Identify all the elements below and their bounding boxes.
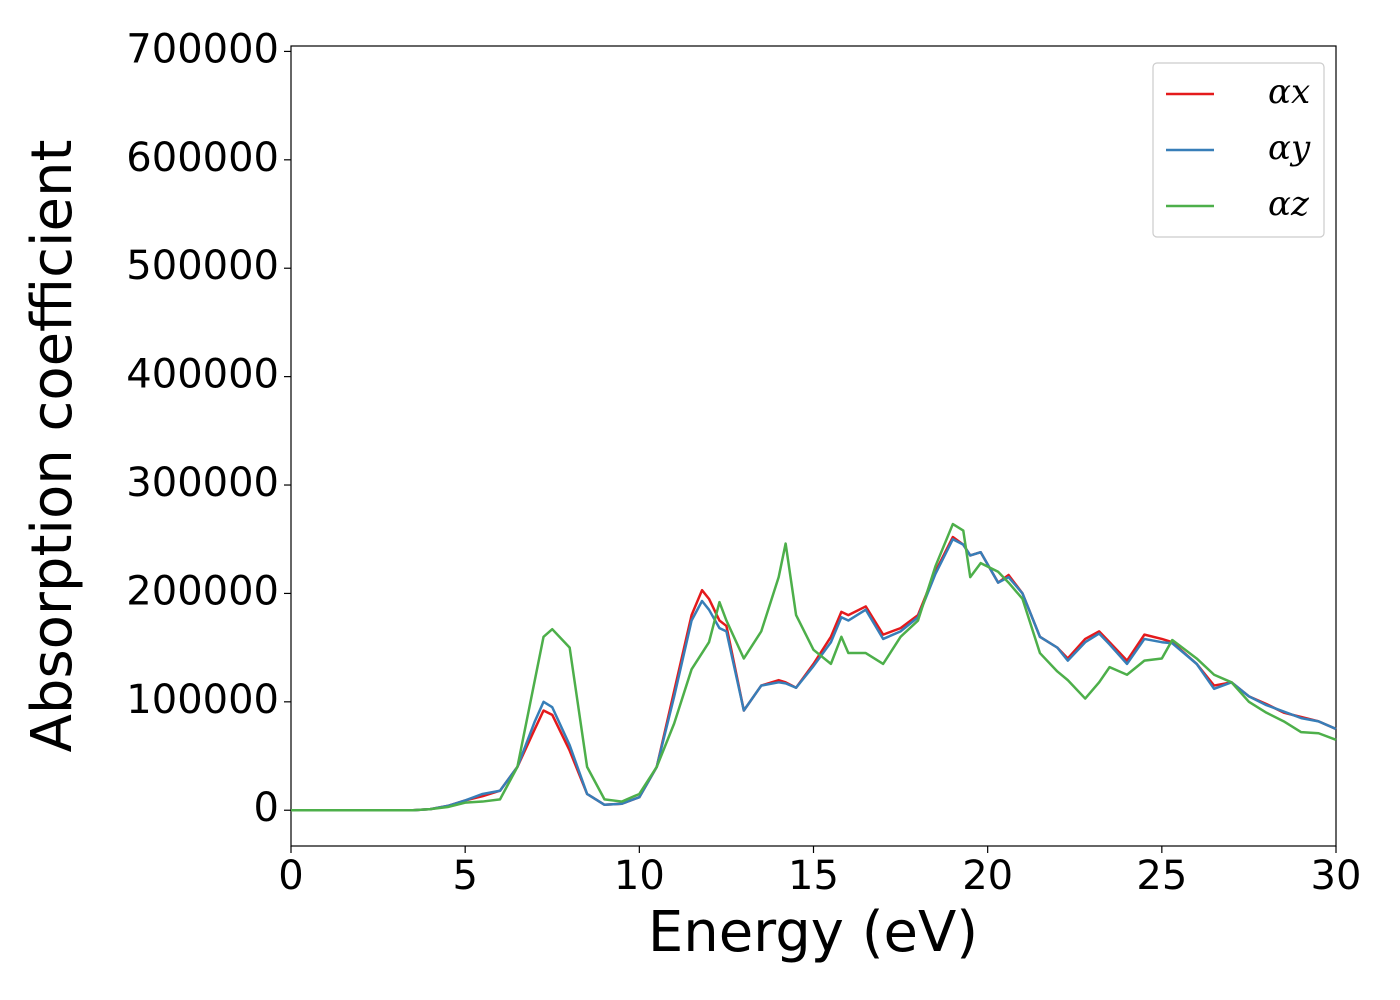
x-tick-label: 5 bbox=[452, 853, 477, 899]
y-tick-label: 0 bbox=[254, 785, 279, 831]
y-tick-label: 400000 bbox=[126, 352, 279, 398]
y-tick-label: 600000 bbox=[126, 135, 279, 181]
y-tick-label: 100000 bbox=[126, 677, 279, 723]
legend-label: αx bbox=[1268, 72, 1310, 112]
y-tick-label: 300000 bbox=[126, 460, 279, 506]
y-tick-label: 700000 bbox=[126, 26, 279, 72]
y-tick-label: 200000 bbox=[126, 568, 279, 614]
x-tick-label: 15 bbox=[788, 853, 839, 899]
x-tick-label: 0 bbox=[278, 853, 303, 899]
x-tick-label: 30 bbox=[1311, 853, 1362, 899]
series-line bbox=[291, 522, 1337, 812]
x-axis-label: Energy (eV) bbox=[648, 900, 978, 965]
y-tick-label: 500000 bbox=[126, 243, 279, 289]
x-tick-label: 20 bbox=[962, 853, 1013, 899]
x-tick-label: 10 bbox=[614, 853, 665, 899]
legend-label: αz bbox=[1268, 184, 1310, 224]
x-tick-label: 25 bbox=[1136, 853, 1187, 899]
series-line bbox=[291, 537, 1337, 812]
y-axis-label: Absorption coefficient bbox=[20, 140, 85, 753]
series-line bbox=[291, 535, 1337, 812]
legend-box bbox=[1152, 62, 1325, 238]
legend-label: αy bbox=[1268, 128, 1311, 168]
